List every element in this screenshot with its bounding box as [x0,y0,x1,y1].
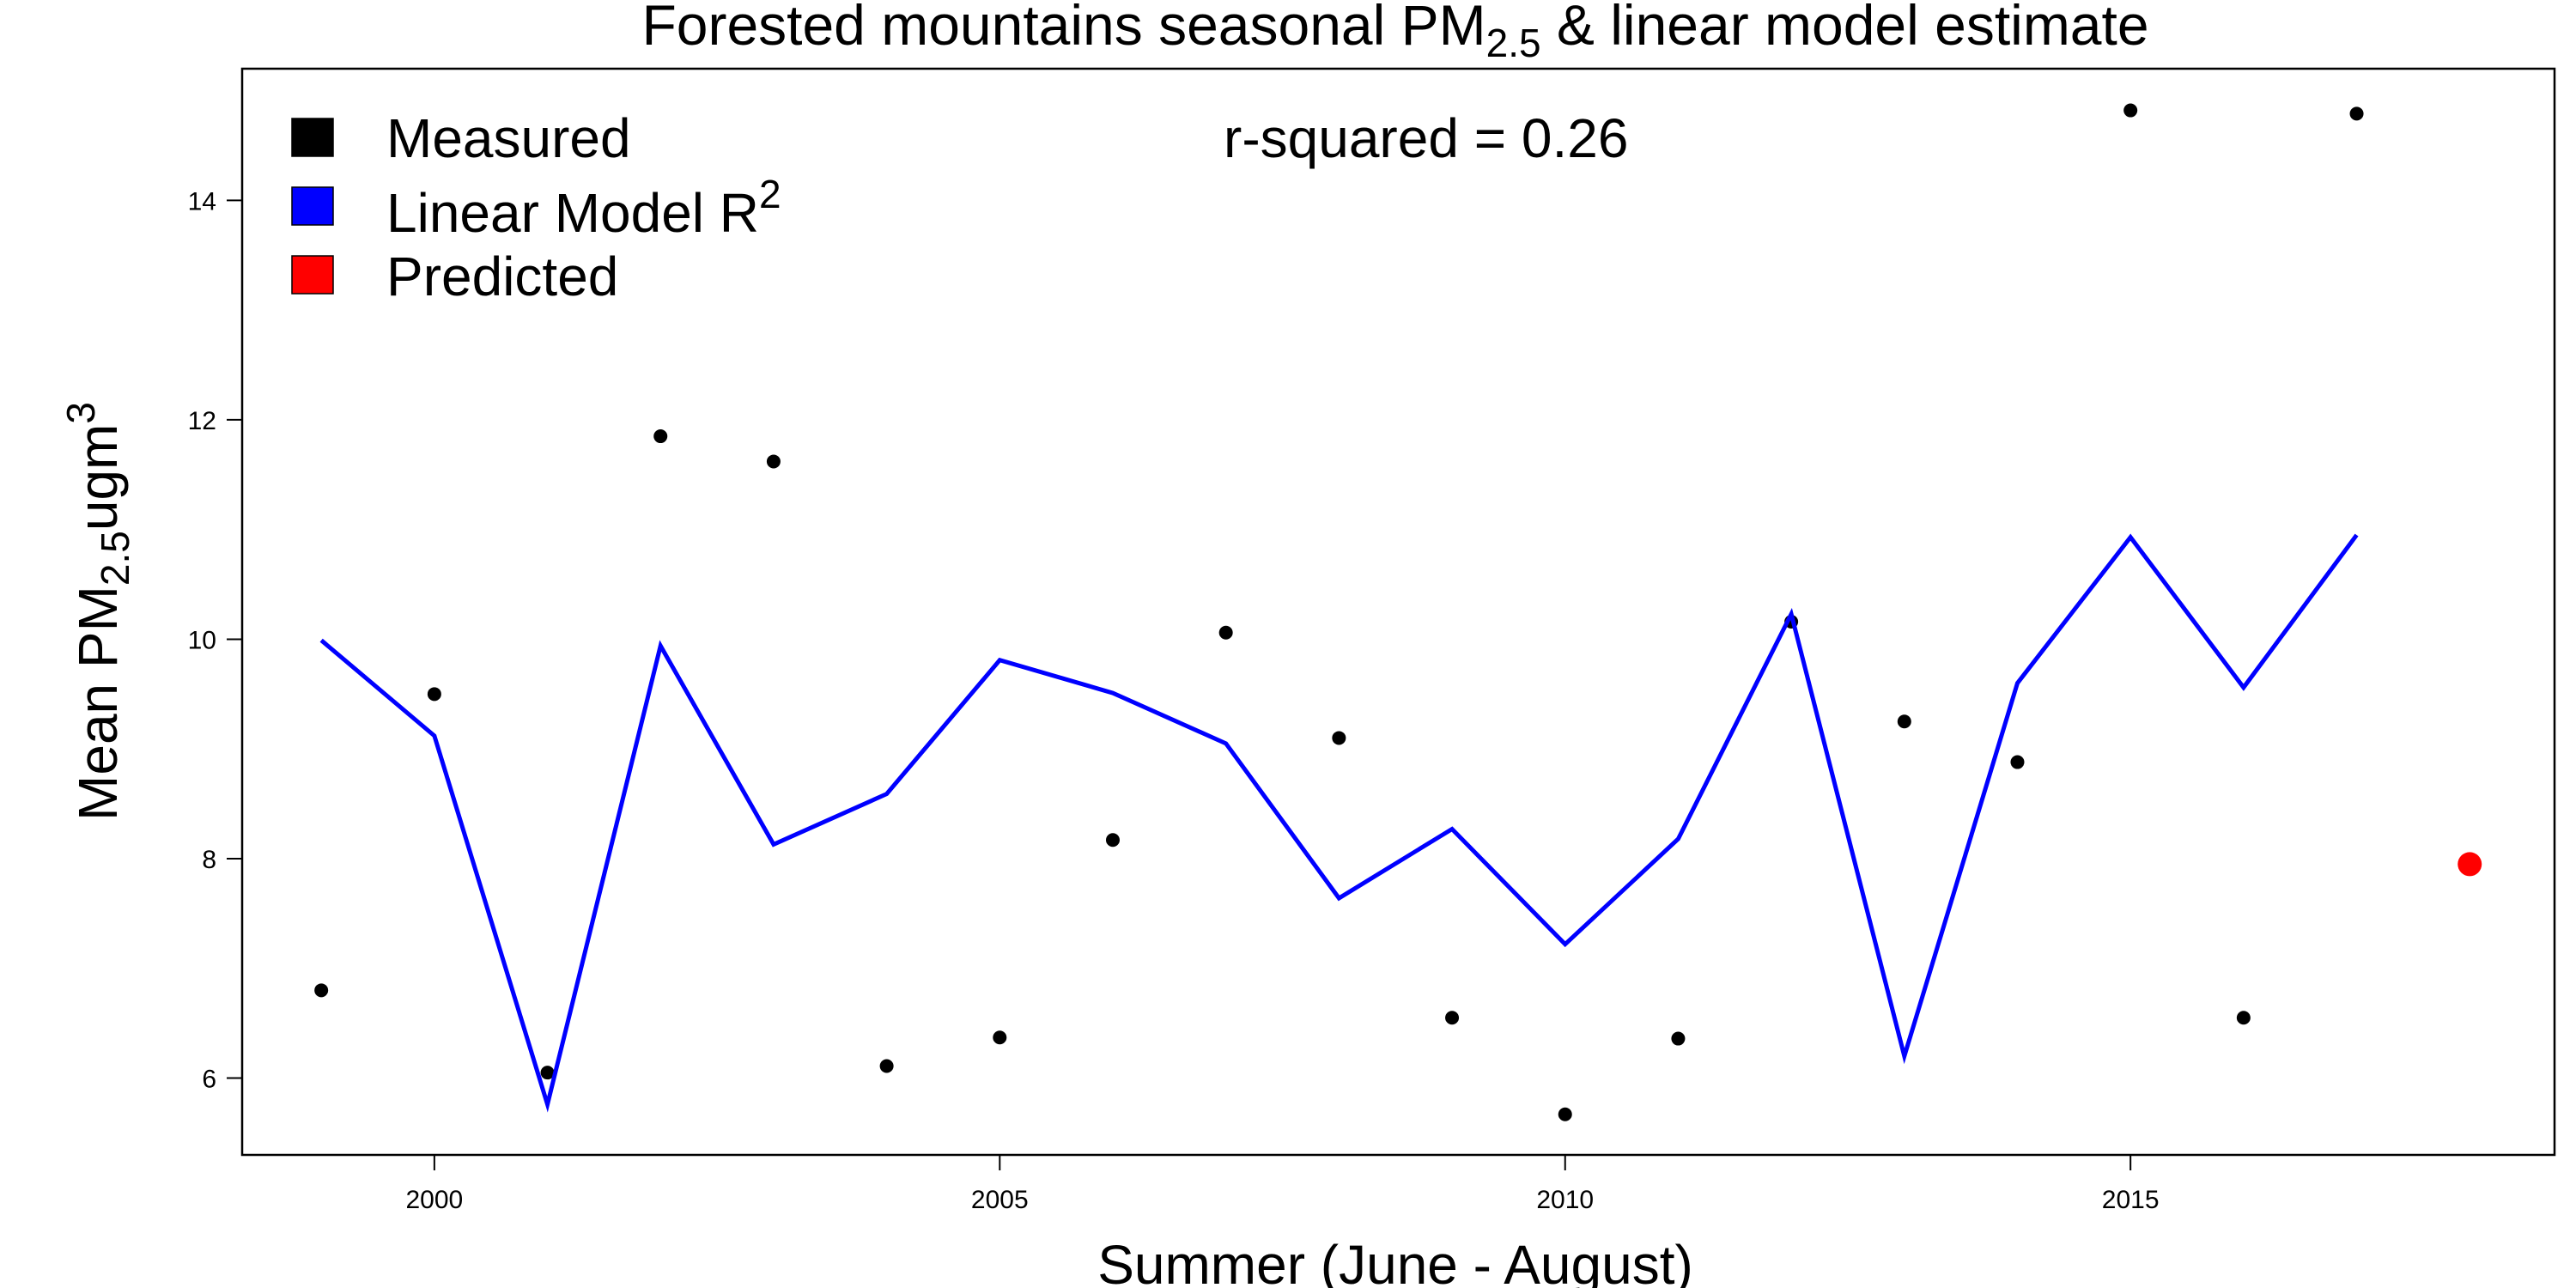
point-measured-2013 [1897,714,1911,729]
point-measured-2005 [993,1030,1007,1045]
legend-swatch-predicted [291,255,334,295]
point-measured-2003 [766,454,781,469]
chart-title-subscript: 2.5 [1486,21,1541,65]
point-measured-2004 [879,1059,894,1073]
x-axis-title: Summer (June - August) [1097,1234,1693,1288]
legend-label-measured: Measured [386,107,631,169]
point-measured-2001 [540,1066,555,1080]
point-measured-2006 [1105,833,1120,848]
series-line-linear-model-r2 [319,533,2359,1113]
point-measured-2002 [653,429,668,444]
chart-title-rest: & linear model estimate [1541,0,2149,57]
chart-title-main: Forested mountains seasonal PM [641,0,1485,57]
chart-title: Forested mountains seasonal PM2.5 & line… [641,0,2148,65]
y-axis: 6 8 10 12 14 [188,187,242,1094]
point-measured-1999 [314,983,329,998]
y-axis-title-main: Mean PM [67,586,129,821]
point-measured-2011 [1671,1031,1686,1046]
plot-frame [240,67,2556,1157]
y-tick-label-6: 6 [202,1066,216,1094]
y-axis-title-unit: ugm [67,424,129,532]
legend-label-linear-model: Linear Model R2 [386,172,781,244]
y-axis-title-superscript: 3 [58,402,103,424]
r-squared-annotation: r-squared = 0.26 [1224,107,1628,169]
point-measured-2016 [2236,1011,2251,1025]
y-tick-label-12: 12 [188,407,216,435]
y-tick-label-8: 8 [202,846,216,874]
legend-swatch-measured [291,118,334,157]
y-axis-title: Mean PM2.5ugm3 [58,402,137,821]
series-layer [314,103,2482,1121]
point-measured-2000 [427,687,441,702]
y-tick-label-10: 10 [188,626,216,654]
point-measured-2017 [2349,106,2364,121]
y-tick-label-14: 14 [188,187,216,216]
x-tick-label-2015: 2015 [2102,1186,2160,1214]
legend-label-linear-model-main: Linear Model R [386,182,759,244]
legend: Measured Linear Model R2 Predicted [291,107,781,307]
point-measured-2007 [1218,625,1233,640]
x-tick-label-2005: 2005 [971,1186,1029,1214]
y-axis-title-subscript: 2.5 [93,531,137,586]
point-measured-2015 [2123,103,2138,118]
legend-label-linear-model-sup: 2 [759,172,781,216]
point-predicted-2018 [2458,852,2482,877]
point-measured-2014 [2010,755,2025,769]
x-axis: 2000 2005 2010 2015 [405,1155,2160,1214]
x-tick-label-2010: 2010 [1536,1186,1594,1214]
point-measured-2009 [1445,1011,1460,1025]
legend-label-predicted: Predicted [386,246,618,307]
legend-swatch-linear-model [291,186,334,226]
point-measured-2010 [1558,1107,1572,1121]
point-measured-2008 [1332,731,1346,745]
x-tick-label-2000: 2000 [405,1186,463,1214]
